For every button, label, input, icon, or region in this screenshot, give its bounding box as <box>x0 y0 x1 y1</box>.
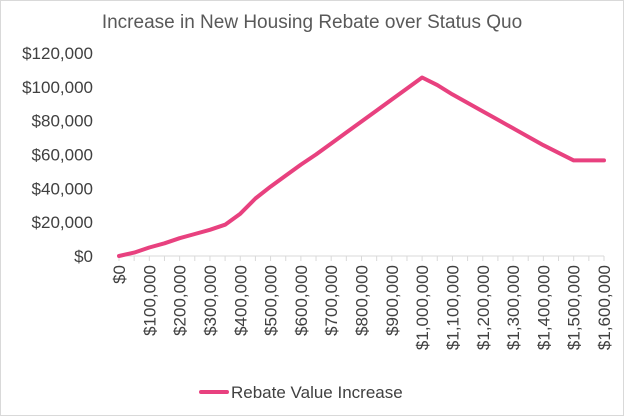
x-tick-label: $1,300,000 <box>504 265 523 350</box>
y-axis: $0 $20,000 $40,000 $60,000 $80,000 $100,000 $1… <box>22 44 93 266</box>
x-tick-label: $1,000,000 <box>413 265 432 350</box>
y-tick-label: $80,000 <box>32 112 93 131</box>
x-tick-label: $1,100,000 <box>443 265 462 350</box>
y-tick-label: $60,000 <box>32 146 93 165</box>
y-tick-label: $100,000 <box>22 78 93 97</box>
y-tick-label: $40,000 <box>32 179 93 198</box>
x-tick-label: $1,200,000 <box>474 265 493 350</box>
x-tick-label: $100,000 <box>140 265 159 336</box>
y-tick-label: $0 <box>74 247 93 266</box>
x-tick-label: $400,000 <box>231 265 250 336</box>
series-layer <box>117 75 606 258</box>
x-tick-label: $300,000 <box>201 265 220 336</box>
y-tick-label: $120,000 <box>22 44 93 63</box>
series-line <box>117 75 606 258</box>
legend-label: Rebate Value Increase <box>231 383 403 402</box>
x-tick-label: $500,000 <box>262 265 281 336</box>
x-tick-label: $1,600,000 <box>595 265 614 350</box>
x-tick-label: $700,000 <box>322 265 341 336</box>
x-tick-label: $1,400,000 <box>534 265 553 350</box>
x-tick-label: $200,000 <box>171 265 190 336</box>
y-tick-label: $20,000 <box>32 213 93 232</box>
legend: Rebate Value Increase <box>199 383 403 402</box>
x-tick-label: $1,500,000 <box>565 265 584 350</box>
chart-title: Increase in New Housing Rebate over Stat… <box>102 12 522 33</box>
x-tick-label: $800,000 <box>353 265 372 336</box>
x-tick-label: $0 <box>110 265 129 284</box>
x-tick-label: $900,000 <box>383 265 402 336</box>
x-tick-label: $600,000 <box>292 265 311 336</box>
x-axis: $0 $100,000 $200,000 $300,000 $400,000 $500,0… <box>110 255 614 350</box>
